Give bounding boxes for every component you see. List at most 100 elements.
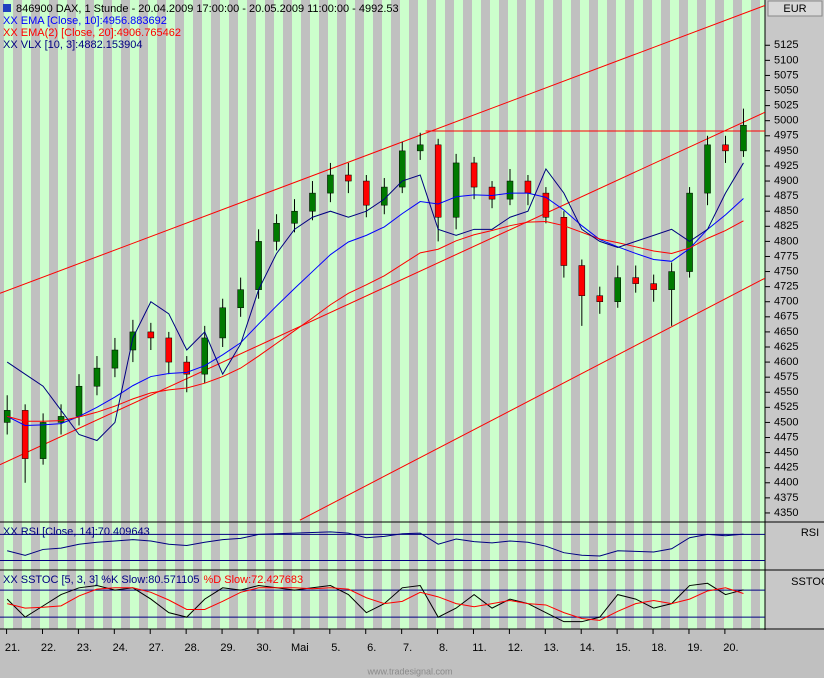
y-tick-label: 4625 xyxy=(774,341,798,353)
session-band xyxy=(472,0,481,629)
y-tick-label: 4375 xyxy=(774,492,798,504)
x-tick-label: 27. xyxy=(149,642,164,654)
candle-body xyxy=(201,337,208,375)
y-tick-label: 4600 xyxy=(774,356,798,368)
session-band xyxy=(742,0,751,629)
candle-body xyxy=(722,144,729,152)
panel-legend: XX RSI [Close, 14]:70.409643 xyxy=(3,526,150,538)
candle-body xyxy=(3,410,11,423)
x-tick-label: Mai xyxy=(291,642,309,654)
trendline xyxy=(299,277,765,521)
candle-body xyxy=(470,162,478,188)
session-band xyxy=(238,0,247,629)
y-tick-label: 4700 xyxy=(774,296,798,308)
session-band xyxy=(40,0,49,629)
candle-body xyxy=(327,174,334,194)
candle-body xyxy=(93,367,101,387)
x-tick-label: 24. xyxy=(113,642,128,654)
y-tick-label: 5025 xyxy=(774,100,798,112)
session-band xyxy=(202,0,211,629)
candle-body xyxy=(542,192,550,218)
candle-body xyxy=(219,307,226,339)
candle-body xyxy=(129,331,137,351)
candle-body xyxy=(578,265,586,296)
indicator-line xyxy=(7,531,744,557)
price-axis-area xyxy=(765,0,824,630)
x-tick-label: 15. xyxy=(615,642,630,654)
trendline xyxy=(0,111,765,466)
indicator-line xyxy=(6,192,744,426)
candle-body xyxy=(255,241,262,290)
session-band xyxy=(400,0,409,629)
watermark: www.tradesignal.com xyxy=(366,666,452,676)
x-tick-label: 21. xyxy=(5,642,20,654)
session-band xyxy=(364,0,373,629)
panel-label: SSTOC xyxy=(791,576,824,588)
session-band xyxy=(526,0,535,629)
x-tick-label: 6. xyxy=(367,642,376,654)
session-band xyxy=(580,0,589,629)
legend-entry: XX EMA [Close, 10]:4956.883692 xyxy=(3,15,167,27)
x-tick-label: 22. xyxy=(41,642,56,654)
x-tick-label: 7. xyxy=(403,642,412,654)
candle-body xyxy=(506,180,514,200)
session-band xyxy=(76,0,85,629)
session-band xyxy=(112,0,121,629)
session-band xyxy=(166,0,175,629)
y-tick-label: 4550 xyxy=(774,386,798,398)
candle-body xyxy=(488,186,496,200)
x-tick-label: 28. xyxy=(184,642,199,654)
y-tick-label: 4800 xyxy=(774,235,798,247)
indicator-line xyxy=(6,162,744,442)
y-tick-label: 5000 xyxy=(774,115,798,127)
candle-body xyxy=(111,349,119,369)
session-band xyxy=(562,0,571,629)
candle-body xyxy=(345,174,352,182)
candle-body xyxy=(686,192,693,272)
y-tick-label: 4350 xyxy=(774,507,798,519)
candle-body xyxy=(237,289,244,309)
candle-body xyxy=(309,192,316,212)
session-band xyxy=(274,0,283,629)
y-tick-label: 5125 xyxy=(774,39,798,51)
legend-entry: XX RSI [Close, 14]:70.409643 xyxy=(3,526,150,538)
y-tick-label: 4575 xyxy=(774,371,798,383)
chart-title: 846900 DAX, 1 Stunde - 20.04.2009 17:00:… xyxy=(16,3,399,15)
candle-body xyxy=(434,144,442,218)
y-tick-label: 5050 xyxy=(774,84,798,96)
session-band xyxy=(724,0,733,629)
candle-body xyxy=(75,385,83,417)
y-tick-label: 4775 xyxy=(774,250,798,262)
session-band xyxy=(346,0,355,629)
session-band xyxy=(706,0,715,629)
session-band xyxy=(652,0,661,629)
y-tick-label: 4925 xyxy=(774,160,798,172)
candle-body xyxy=(21,410,29,459)
y-tick-label: 4475 xyxy=(774,431,798,443)
indicator-line xyxy=(7,587,744,621)
session-band xyxy=(616,0,625,629)
legend-entry: XX VLX [10, 3]:4882.153904 xyxy=(3,39,142,51)
y-tick-label: 4950 xyxy=(774,145,798,157)
session-band xyxy=(184,0,193,629)
session-band xyxy=(544,0,553,629)
x-tick-label: 14. xyxy=(580,642,595,654)
candle-body xyxy=(614,277,621,302)
y-tick-label: 5100 xyxy=(774,54,798,66)
candle-body xyxy=(596,295,604,302)
candle-body xyxy=(524,180,532,194)
session-bands xyxy=(4,0,769,629)
candle-body xyxy=(183,361,191,375)
x-tick-label: 30. xyxy=(256,642,271,654)
y-tick-label: 4975 xyxy=(774,130,798,142)
session-band xyxy=(508,0,517,629)
session-band xyxy=(418,0,427,629)
x-tick-label: 8. xyxy=(439,642,448,654)
candle-body xyxy=(452,162,460,218)
y-tick-label: 4525 xyxy=(774,401,798,413)
y-tick-label: 4850 xyxy=(774,205,798,217)
candle-body xyxy=(416,144,424,152)
session-band xyxy=(4,0,13,629)
session-band xyxy=(598,0,607,629)
